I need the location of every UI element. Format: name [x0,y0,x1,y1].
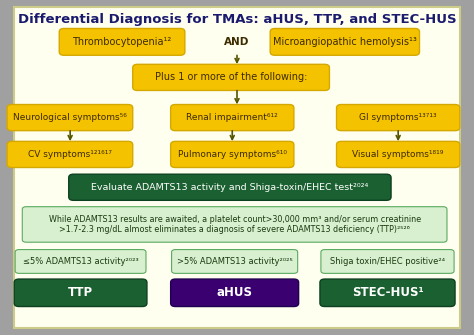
Text: AND: AND [224,37,250,47]
FancyBboxPatch shape [59,28,185,55]
Text: ≤5% ADAMTS13 activity²⁰²³: ≤5% ADAMTS13 activity²⁰²³ [23,257,138,266]
FancyBboxPatch shape [133,64,329,90]
Text: TTP: TTP [68,286,93,299]
Text: >5% ADAMTS13 activity²⁰²⁵: >5% ADAMTS13 activity²⁰²⁵ [177,257,292,266]
FancyBboxPatch shape [7,141,133,168]
FancyBboxPatch shape [337,141,460,168]
FancyBboxPatch shape [15,250,146,273]
FancyBboxPatch shape [14,279,147,307]
Text: CV symptoms¹²¹⁶¹⁷: CV symptoms¹²¹⁶¹⁷ [28,150,112,159]
Text: Plus 1 or more of the following:: Plus 1 or more of the following: [155,72,307,82]
FancyBboxPatch shape [171,141,294,168]
FancyBboxPatch shape [320,279,455,307]
FancyBboxPatch shape [14,7,460,328]
Text: While ADAMTS13 results are awaited, a platelet count>30,000 mm³ and/or serum cre: While ADAMTS13 results are awaited, a pl… [48,215,421,234]
FancyBboxPatch shape [7,105,133,131]
Text: Microangiopathic hemolysis¹³: Microangiopathic hemolysis¹³ [273,37,417,47]
FancyBboxPatch shape [22,207,447,242]
Text: STEC-HUS¹: STEC-HUS¹ [352,286,423,299]
Text: Evaluate ADAMTS13 activity and Shiga-toxin/EHEC test²⁰²⁴: Evaluate ADAMTS13 activity and Shiga-tox… [91,183,368,192]
FancyBboxPatch shape [270,28,419,55]
Text: Renal impairment⁶¹²: Renal impairment⁶¹² [186,113,278,122]
FancyBboxPatch shape [172,250,298,273]
FancyBboxPatch shape [337,105,460,131]
Text: Differential Diagnosis for TMAs: aHUS, TTP, and STEC-HUS: Differential Diagnosis for TMAs: aHUS, T… [18,13,456,26]
Text: Pulmonary symptoms⁶¹⁰: Pulmonary symptoms⁶¹⁰ [178,150,287,159]
Text: GI symptoms¹³⁷¹³: GI symptoms¹³⁷¹³ [359,113,437,122]
Text: Visual symptoms¹⁸¹⁹: Visual symptoms¹⁸¹⁹ [353,150,444,159]
Text: Shiga toxin/EHEC positive²⁴: Shiga toxin/EHEC positive²⁴ [330,257,445,266]
FancyBboxPatch shape [171,105,294,131]
FancyBboxPatch shape [171,279,299,307]
Text: Thrombocytopenia¹²: Thrombocytopenia¹² [73,37,172,47]
FancyBboxPatch shape [321,250,454,273]
FancyBboxPatch shape [69,174,391,200]
Text: Neurological symptoms⁵⁶: Neurological symptoms⁵⁶ [13,113,127,122]
Text: aHUS: aHUS [217,286,253,299]
